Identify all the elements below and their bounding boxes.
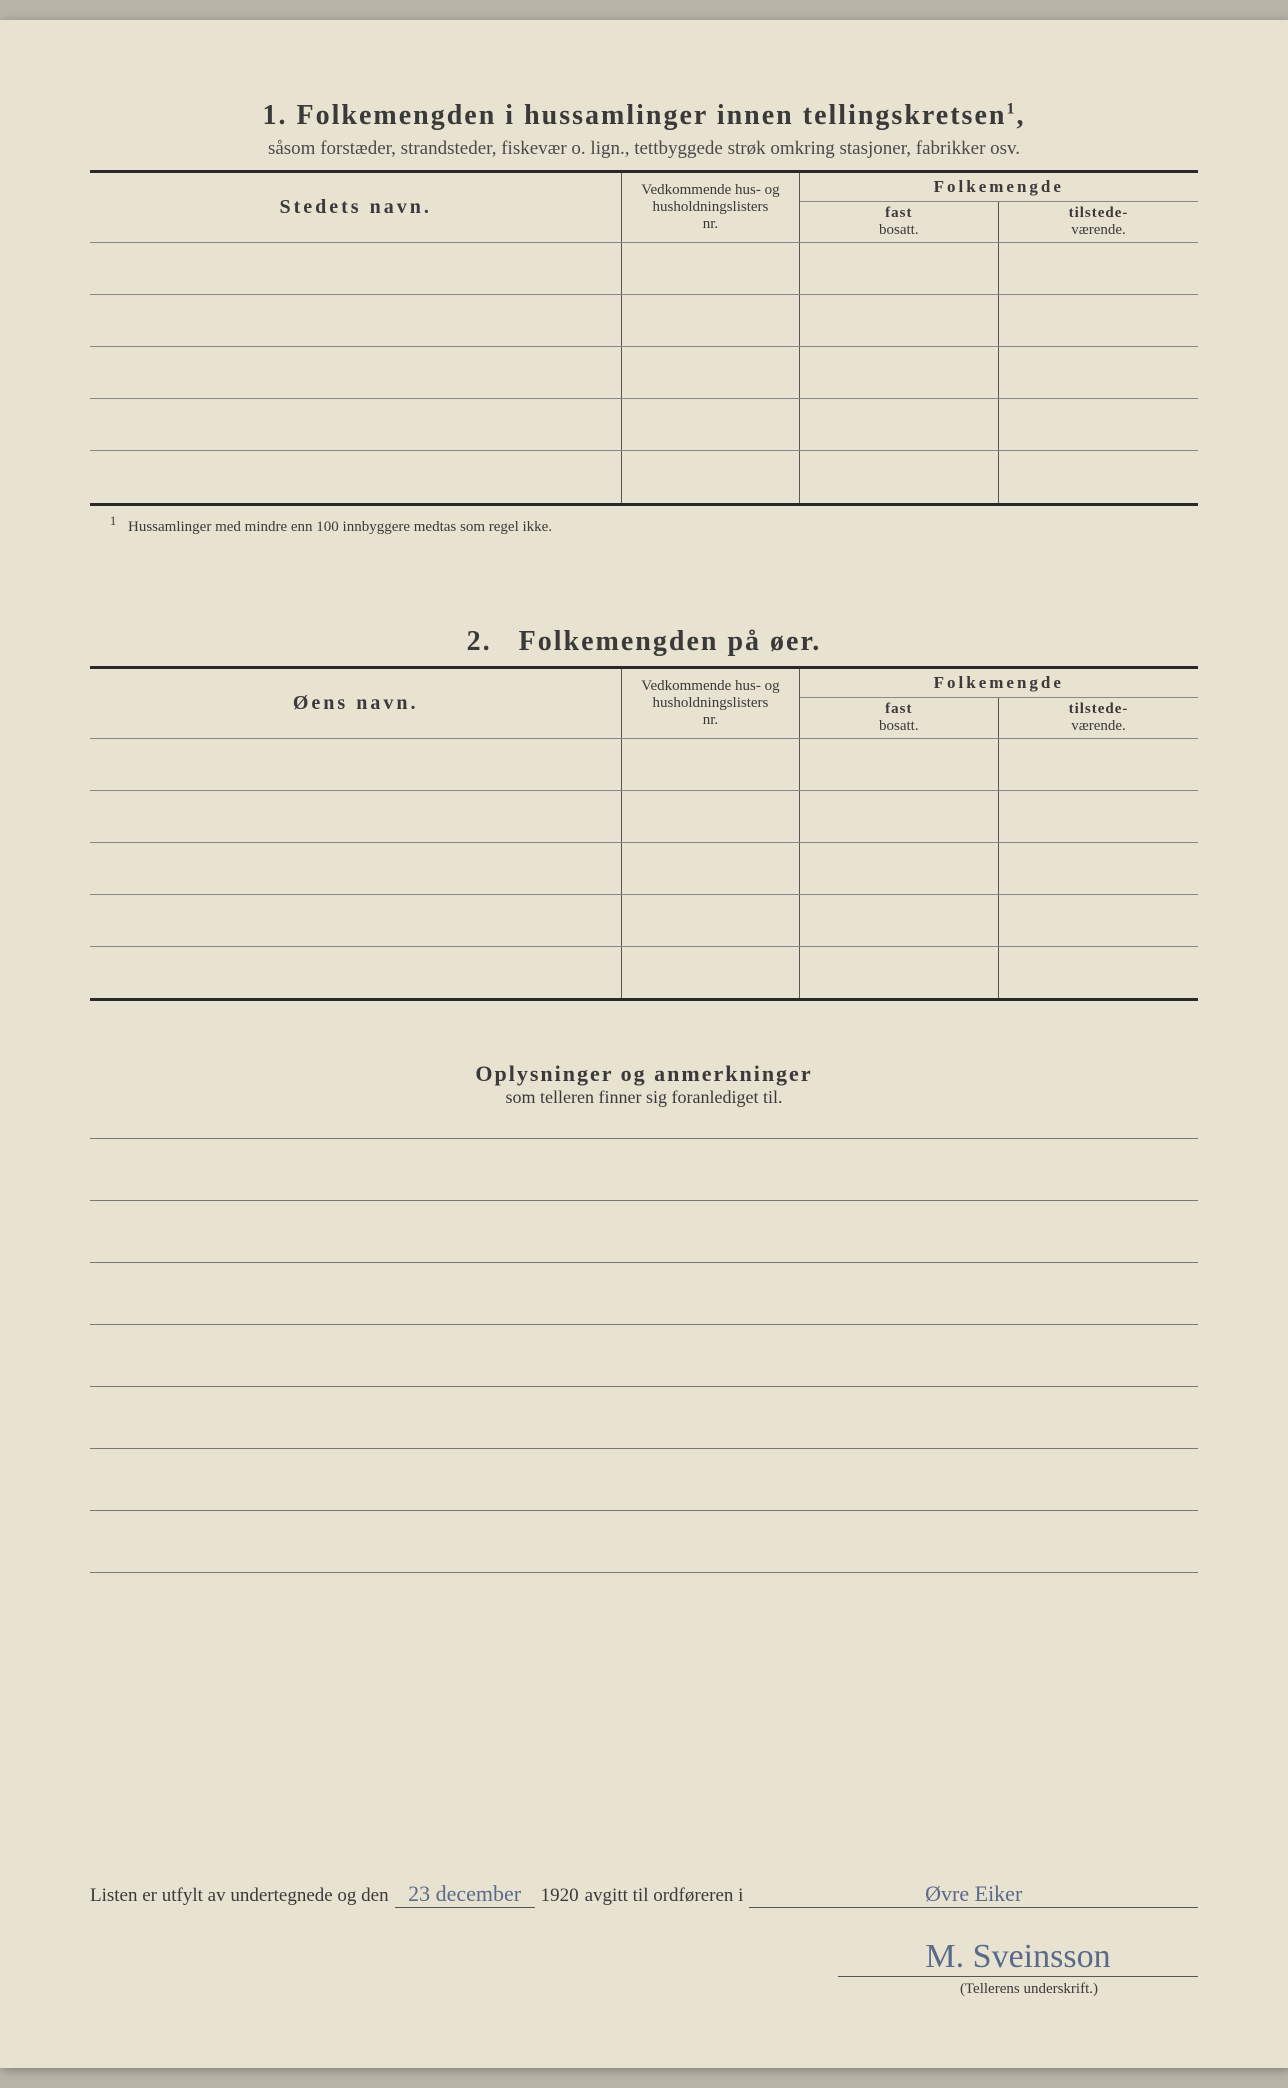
document-page: 1. Folkemengden i hussamlinger innen tel… xyxy=(0,20,1288,2068)
fast-bold: fast xyxy=(885,205,912,221)
footnote-text: Hussamlinger med mindre enn 100 innbygge… xyxy=(128,519,552,535)
col2-header-folkemengde: Folkemengde xyxy=(799,669,1198,698)
section-1-title: 1. Folkemengden i hussamlinger innen tel… xyxy=(90,100,1198,132)
declaration-year: 1920 xyxy=(541,1885,579,1907)
table-row xyxy=(90,347,1198,399)
remarks-section: Oplysninger og anmerkninger som telleren… xyxy=(90,1061,1198,1634)
col-header-name: Stedets navn. xyxy=(90,173,622,243)
signature-text: M. Sveinsson xyxy=(838,1938,1198,1977)
section-1-subtitle: såsom forstæder, strandsteder, fiskevær … xyxy=(90,138,1198,160)
table-row xyxy=(90,946,1198,998)
signature-label: (Tellerens underskrift.) xyxy=(90,1981,1198,1998)
hus2-line2: husholdningslisters xyxy=(653,695,769,711)
declaration-line: Listen er utfylt av undertegnede og den … xyxy=(90,1881,1198,1908)
table-row xyxy=(90,738,1198,790)
hus2-line3: nr. xyxy=(703,712,718,728)
hus-line2: husholdningslisters xyxy=(653,199,769,215)
table-row xyxy=(90,295,1198,347)
til2-bold: tilstede- xyxy=(1069,701,1129,717)
remarks-subtitle: som telleren finner sig foranlediget til… xyxy=(90,1087,1198,1108)
table-row xyxy=(90,451,1198,503)
fast2-bold: fast xyxy=(885,701,912,717)
declaration-date: 23 december xyxy=(395,1881,535,1908)
hus2-line1: Vedkommende hus- og xyxy=(641,678,779,694)
ruled-line xyxy=(90,1262,1198,1324)
table-row xyxy=(90,399,1198,451)
col2-header-name: Øens navn. xyxy=(90,669,622,739)
section-1-number: 1. xyxy=(263,100,288,131)
ruled-line xyxy=(90,1386,1198,1448)
table-row xyxy=(90,842,1198,894)
col-header-folkemengde: Folkemengde xyxy=(799,173,1198,202)
hus-line1: Vedkommende hus- og xyxy=(641,182,779,198)
ruled-line xyxy=(90,1324,1198,1386)
col-header-hus: Vedkommende hus- og husholdningslisters … xyxy=(622,173,799,243)
ruled-line xyxy=(90,1200,1198,1262)
section-2: 2. Folkemengden på øer. Øens navn. Vedko… xyxy=(90,626,1198,1002)
table-2: Øens navn. Vedkommende hus- og husholdni… xyxy=(90,666,1198,1002)
section-2-title-text: Folkemengden på øer. xyxy=(519,626,822,657)
table-1-body xyxy=(90,243,1198,503)
col-header-tilstede: tilstede- værende. xyxy=(999,202,1198,243)
ruled-line xyxy=(90,1572,1198,1634)
col-header-fast: fast bosatt. xyxy=(799,202,998,243)
table-row xyxy=(90,243,1198,295)
col2-header-fast: fast bosatt. xyxy=(799,697,998,738)
section-1: 1. Folkemengden i hussamlinger innen tel… xyxy=(90,100,1198,536)
declaration-block: Listen er utfylt av undertegnede og den … xyxy=(90,1881,1198,1998)
til-bold: tilstede- xyxy=(1069,205,1129,221)
table-row xyxy=(90,790,1198,842)
section-1-title-text: Folkemengden i hussamlinger innen tellin… xyxy=(297,100,1007,131)
col2-header-tilstede: tilstede- værende. xyxy=(999,697,1198,738)
til2-sub: værende. xyxy=(1071,718,1126,734)
table-1: Stedets navn. Vedkommende hus- og hushol… xyxy=(90,170,1198,506)
til-sub: værende. xyxy=(1071,222,1126,238)
table-2-body xyxy=(90,738,1198,998)
signature-area: M. Sveinsson (Tellerens underskrift.) xyxy=(90,1938,1198,1998)
section-1-superscript: 1 xyxy=(1006,101,1016,118)
declaration-middle: avgitt til ordføreren i xyxy=(585,1885,744,1907)
ruled-line xyxy=(90,1510,1198,1572)
footnote-1: 1 Hussamlinger med mindre enn 100 innbyg… xyxy=(110,514,1198,536)
ruled-line xyxy=(90,1138,1198,1200)
footnote-number: 1 xyxy=(110,514,116,528)
remarks-title: Oplysninger og anmerkninger xyxy=(90,1061,1198,1087)
section-2-number: 2. xyxy=(467,626,492,657)
table-row xyxy=(90,894,1198,946)
fast2-sub: bosatt. xyxy=(879,718,919,734)
ruled-line xyxy=(90,1448,1198,1510)
remarks-lines xyxy=(90,1138,1198,1634)
section-2-title: 2. Folkemengden på øer. xyxy=(90,626,1198,658)
declaration-prefix: Listen er utfylt av undertegnede og den xyxy=(90,1885,389,1907)
col2-header-hus: Vedkommende hus- og husholdningslisters … xyxy=(622,669,799,739)
hus-line3: nr. xyxy=(703,216,718,232)
fast-sub: bosatt. xyxy=(879,222,919,238)
declaration-place: Øvre Eiker xyxy=(749,1881,1198,1908)
